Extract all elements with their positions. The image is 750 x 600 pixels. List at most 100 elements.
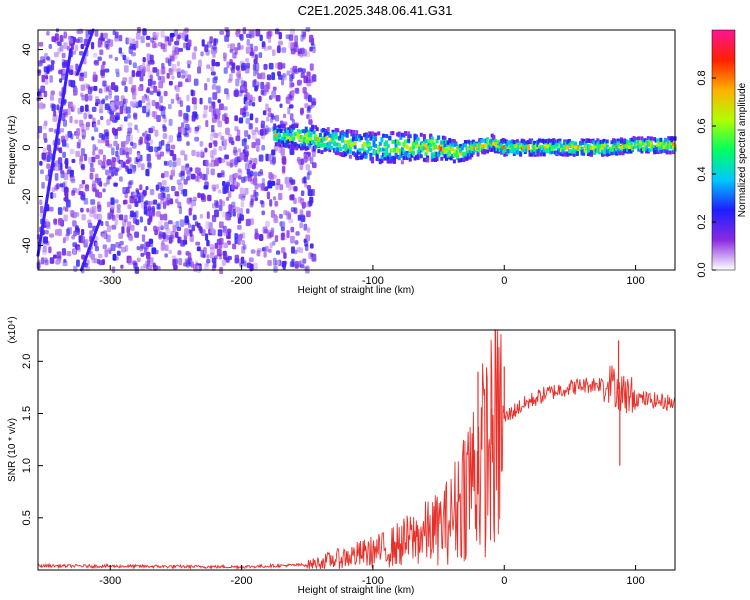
signal-cell [314,125,318,130]
noise-cell [184,132,190,138]
noise-cell [274,200,279,207]
noise-cell [66,228,70,237]
noise-cell [310,156,314,165]
noise-cell [129,163,134,169]
signal-cell [315,137,319,142]
noise-cell [58,217,63,226]
signal-cell [399,135,403,140]
noise-cell [157,75,162,81]
noise-cell [132,112,137,119]
signal-cell [311,124,315,129]
signal-cell [512,140,516,145]
noise-cell [293,68,299,74]
noise-cell [143,201,147,209]
noise-cell [208,105,213,113]
noise-cell [301,68,306,74]
noise-cell [178,172,183,178]
signal-cell [665,141,669,146]
noise-cell [148,127,154,134]
signal-cell [653,137,657,142]
signal-cell [520,145,524,150]
figure-title: C2E1.2025.348.06.41.G31 [298,3,453,18]
signal-cell [599,147,603,152]
noise-cell [254,233,259,240]
signal-cell [389,156,393,161]
signal-cell [345,129,349,134]
signal-cell [358,134,362,139]
snr-y-ticks: 0.51.01.52.0 [21,354,43,525]
noise-cell [267,107,272,113]
noise-cell [72,248,77,256]
noise-cell [142,28,148,36]
noise-cell [250,47,254,56]
noise-cell [145,35,151,40]
signal-cell [326,145,330,150]
noise-cell [213,38,217,46]
x-tick-label: 100 [626,575,644,587]
noise-cell [306,71,311,77]
signal-cell [452,139,456,144]
signal-cell [364,151,368,156]
noise-cell [112,167,117,175]
noise-cell [209,252,215,259]
signal-cell [624,148,628,153]
signal-cell [484,143,488,148]
noise-cell [80,84,85,91]
noise-cell [92,150,96,156]
noise-cell [218,145,223,151]
noise-cell [163,160,167,166]
noise-cell [299,259,304,268]
signal-cell [304,146,308,151]
signal-cell [325,129,329,134]
noise-cell [267,127,271,133]
signal-cell [416,153,420,158]
y-tick-label: 1.5 [21,406,33,421]
signal-cell [648,137,652,142]
signal-cell [410,150,414,155]
noise-cell [123,199,128,205]
noise-cell [80,207,84,213]
signal-cell [312,140,316,145]
signal-cell [629,142,633,147]
noise-cell [266,232,272,239]
signal-cell [377,144,381,149]
signal-cell [413,134,417,139]
noise-cell [102,244,107,250]
signal-cell [635,142,639,147]
signal-cell [515,143,519,148]
signal-cell [290,133,294,138]
signal-cell [660,145,664,150]
signal-cell [440,156,444,161]
noise-cell [249,31,253,39]
noise-cell [111,127,116,134]
noise-cell [207,194,212,202]
signal-cell [659,147,663,152]
noise-cell [252,262,258,270]
signal-cell [564,141,568,146]
noise-cell [246,218,251,226]
signal-cell [618,149,622,154]
signal-cell [539,152,543,157]
noise-cell [207,97,212,104]
noise-cell [300,158,305,165]
signal-cell [632,136,636,141]
noise-cell [131,142,137,149]
noise-cell [174,191,180,197]
noise-cell [295,87,300,95]
noise-cell [219,30,225,35]
signal-cell [462,157,466,162]
signal-cell [456,150,460,155]
signal-cell [405,144,409,149]
noise-cell [268,62,274,70]
noise-cell [142,57,146,63]
signal-cell [523,150,527,155]
signal-cell [612,151,616,156]
noise-cell [206,239,210,247]
signal-cell [560,148,564,153]
signal-cell [443,136,447,141]
signal-cell [539,147,543,152]
noise-cell [157,265,161,271]
signal-cell [432,142,436,147]
signal-cell [352,151,356,156]
signal-cell [422,134,426,139]
